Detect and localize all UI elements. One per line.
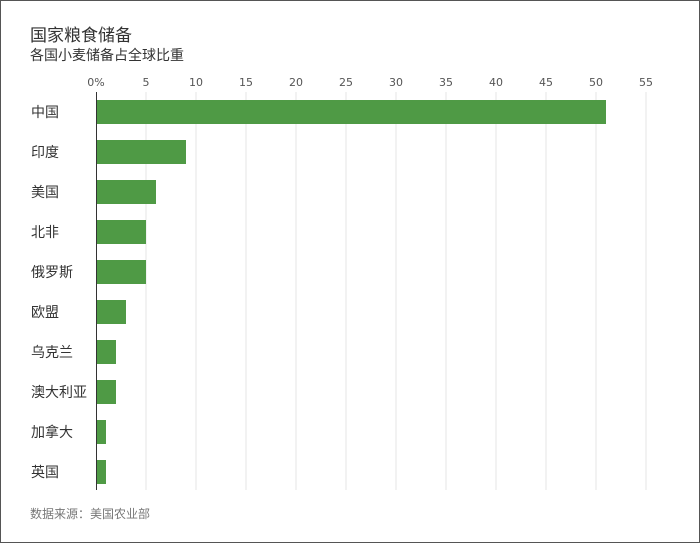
category-label: 中国 (31, 105, 59, 121)
bar (96, 380, 116, 404)
bar (96, 260, 146, 284)
category-label: 欧盟 (31, 305, 59, 321)
bar (96, 180, 156, 204)
bar (96, 340, 116, 364)
category-label: 印度 (31, 145, 59, 161)
category-label: 北非 (31, 225, 59, 241)
bar (96, 420, 106, 444)
chart-title: 国家粮食储备 (30, 26, 132, 46)
x-tick-label: 50 (589, 76, 603, 89)
category-label: 美国 (31, 185, 59, 201)
x-tick-label: 25 (339, 76, 353, 89)
x-tick-label: 5 (143, 76, 150, 89)
category-label: 乌克兰 (31, 345, 73, 361)
bars (96, 100, 606, 484)
x-tick-labels: 0% 5 10 15 20 25 30 35 40 45 50 55 (87, 76, 653, 89)
category-label: 俄罗斯 (31, 265, 73, 281)
bar (96, 300, 126, 324)
bar (96, 100, 606, 124)
x-tick-label: 20 (289, 76, 303, 89)
x-tick-label: 35 (439, 76, 453, 89)
x-tick-label: 0% (87, 76, 104, 89)
chart-subtitle: 各国小麦储备占全球比重 (30, 48, 184, 64)
source-note: 数据来源：美国农业部 (30, 507, 151, 521)
bar (96, 140, 186, 164)
bar (96, 460, 106, 484)
bar (96, 220, 146, 244)
x-tick-label: 45 (539, 76, 553, 89)
x-tick-label: 30 (389, 76, 403, 89)
x-tick-label: 10 (189, 76, 203, 89)
gridlines (145, 92, 647, 490)
category-label: 澳大利亚 (31, 385, 87, 401)
category-label: 加拿大 (31, 424, 73, 441)
x-tick-label: 15 (239, 76, 253, 89)
x-tick-label: 40 (489, 76, 503, 89)
category-label: 英国 (31, 464, 59, 481)
x-tick-label: 55 (639, 76, 653, 89)
